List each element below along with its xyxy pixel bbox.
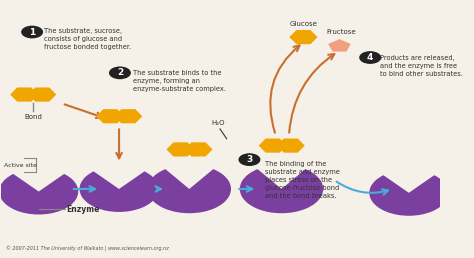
Polygon shape <box>10 87 38 102</box>
Wedge shape <box>0 174 78 214</box>
Text: 2: 2 <box>117 68 123 77</box>
Polygon shape <box>259 139 287 153</box>
Polygon shape <box>184 142 212 157</box>
Polygon shape <box>166 142 194 157</box>
Text: Fructose: Fructose <box>327 29 356 35</box>
Circle shape <box>21 26 43 38</box>
Wedge shape <box>240 169 323 213</box>
Circle shape <box>359 51 381 64</box>
Polygon shape <box>290 30 318 44</box>
Polygon shape <box>28 87 56 102</box>
Text: The binding of the
substrate and enzyme
places stress on the
glucose-fructose bo: The binding of the substrate and enzyme … <box>265 161 340 199</box>
Circle shape <box>109 67 131 79</box>
Circle shape <box>238 153 260 166</box>
Text: The substrate binds to the
enzyme, forming an
enzyme-substrate complex.: The substrate binds to the enzyme, formi… <box>133 70 226 92</box>
Polygon shape <box>328 39 351 52</box>
Text: 3: 3 <box>246 155 253 164</box>
Polygon shape <box>277 139 305 153</box>
Wedge shape <box>147 169 231 213</box>
Text: © 2007-2011 The University of Waikato | www.sciencelearn.org.nz: © 2007-2011 The University of Waikato | … <box>6 245 169 252</box>
Wedge shape <box>369 175 448 216</box>
Text: 1: 1 <box>29 28 35 37</box>
Wedge shape <box>80 171 159 212</box>
Text: The substrate, sucrose,
consists of glucose and
fructose bonded together.: The substrate, sucrose, consists of gluc… <box>45 28 132 50</box>
Polygon shape <box>96 109 124 123</box>
Text: 4: 4 <box>367 53 374 62</box>
Text: Enzyme: Enzyme <box>66 205 100 214</box>
Polygon shape <box>114 109 142 123</box>
Text: H₂O: H₂O <box>211 120 225 126</box>
Text: Products are released,
and the enzyme is free
to bind other substrates.: Products are released, and the enzyme is… <box>380 55 463 77</box>
Text: Active site: Active site <box>4 163 36 168</box>
Text: Bond: Bond <box>24 114 42 120</box>
Text: Glucose: Glucose <box>290 21 318 27</box>
